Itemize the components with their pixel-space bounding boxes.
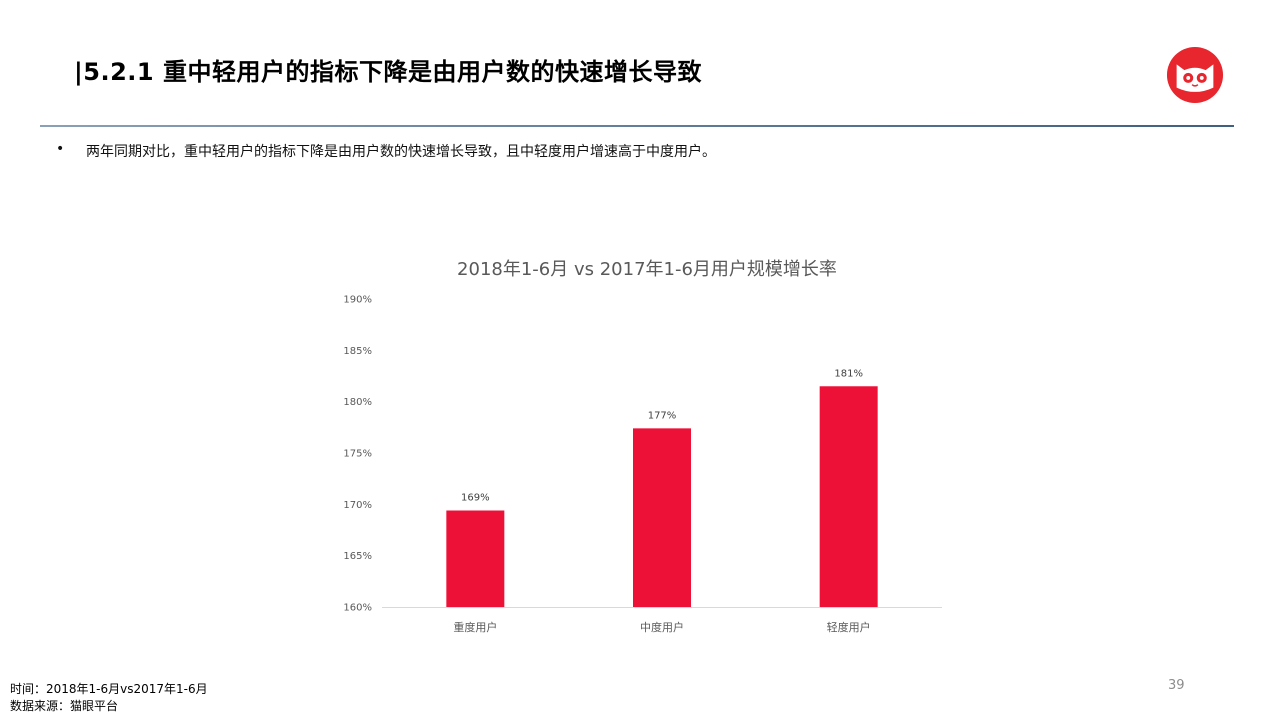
data-label: 169% xyxy=(461,492,490,503)
x-tick-label: 重度用户 xyxy=(453,620,497,634)
bullet-dot-icon: • xyxy=(56,141,65,157)
chart-title: 2018年1-6月 vs 2017年1-6月用户规模增长率 xyxy=(457,259,837,280)
y-tick-label: 160% xyxy=(343,603,372,614)
bar xyxy=(633,428,691,607)
footer-source-note: 数据来源：猫眼平台 xyxy=(10,699,119,713)
slide-title: |5.2.1 重中轻用户的指标下降是由用户数的快速增长导致 xyxy=(74,58,702,86)
y-tick-label: 185% xyxy=(343,346,372,357)
maoyan-cat-logo-icon xyxy=(1166,46,1224,104)
y-axis: 160% 165% 170% 175% 180% 185% 190% xyxy=(343,295,372,614)
y-tick-label: 180% xyxy=(343,397,372,408)
x-tick-label: 轻度用户 xyxy=(827,620,871,634)
y-tick-label: 190% xyxy=(343,295,372,306)
x-axis: 重度用户 中度用户 轻度用户 xyxy=(382,607,942,634)
title-divider xyxy=(40,125,1234,127)
y-tick-label: 170% xyxy=(343,500,372,511)
data-label: 177% xyxy=(648,410,677,421)
footer-time-note: 时间：2018年1-6月vs2017年1-6月 xyxy=(10,682,208,696)
x-tick-label: 中度用户 xyxy=(640,620,684,634)
bar xyxy=(819,386,878,607)
y-tick-label: 165% xyxy=(343,551,372,562)
data-label: 181% xyxy=(834,368,863,379)
page-number: 39 xyxy=(1168,678,1185,693)
bars: 169% 177% 181% xyxy=(446,368,878,607)
bullet-text: 两年同期对比，重中轻用户的指标下降是由用户数的快速增长导致，且中轻度用户增速高于… xyxy=(86,144,716,160)
bar xyxy=(446,510,505,607)
y-tick-label: 175% xyxy=(343,449,372,460)
